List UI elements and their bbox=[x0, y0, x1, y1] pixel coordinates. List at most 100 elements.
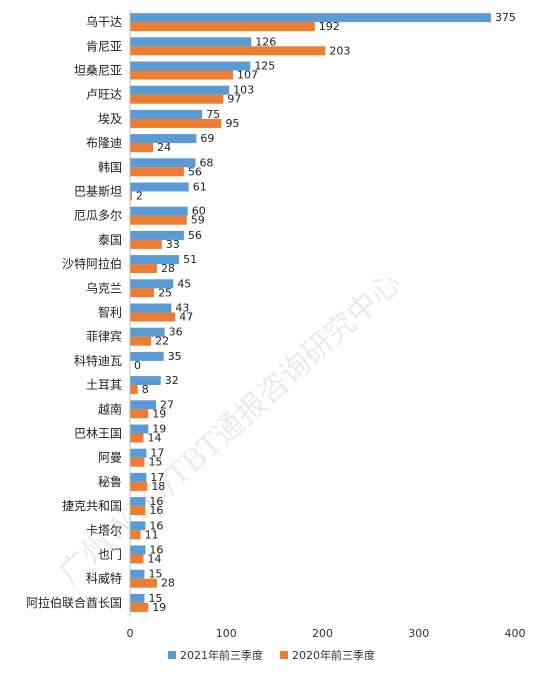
category-label: 也门 bbox=[98, 547, 122, 562]
value-label: 51 bbox=[183, 253, 197, 266]
category-label: 科威特 bbox=[86, 571, 122, 586]
bar-2021 bbox=[130, 448, 147, 458]
bar-2020 bbox=[130, 70, 233, 80]
x-axis: 0 100 200 300 400 bbox=[127, 10, 526, 640]
legend-label: 2021年前三季度 bbox=[180, 648, 263, 662]
value-label: 192 bbox=[319, 20, 340, 33]
category-label: 阿拉伯联合酋长国 bbox=[26, 595, 122, 610]
bar-2021 bbox=[130, 61, 251, 71]
bar-2021 bbox=[130, 109, 203, 119]
value-label: 27 bbox=[160, 398, 174, 411]
bar-2020 bbox=[130, 578, 157, 588]
category-label: 巴基斯坦 bbox=[74, 185, 122, 199]
bar-2021 bbox=[130, 279, 174, 289]
bar-2020 bbox=[130, 239, 162, 249]
value-label: 16 bbox=[149, 544, 163, 557]
value-label: 33 bbox=[166, 238, 180, 251]
bar-2020 bbox=[130, 94, 224, 104]
bar-2021 bbox=[130, 37, 252, 47]
bar-2021 bbox=[130, 593, 145, 603]
category-label: 乌克兰 bbox=[86, 280, 122, 295]
value-label: 47 bbox=[179, 311, 193, 324]
category-label: 菲律宾 bbox=[86, 329, 122, 344]
x-tick-label: 100 bbox=[216, 627, 237, 640]
bar-2020 bbox=[130, 385, 138, 395]
legend-swatch bbox=[168, 651, 176, 659]
value-label: 97 bbox=[227, 93, 241, 106]
bar-2021 bbox=[130, 206, 188, 216]
x-tick-label: 200 bbox=[312, 627, 333, 640]
bar-2021 bbox=[130, 376, 161, 386]
bar-2020 bbox=[130, 118, 222, 128]
bar-2020 bbox=[130, 167, 184, 177]
value-label: 43 bbox=[175, 302, 189, 315]
value-label: 125 bbox=[254, 60, 275, 73]
category-label: 越南 bbox=[98, 401, 122, 416]
value-label: 68 bbox=[199, 156, 213, 169]
value-label: 19 bbox=[152, 407, 166, 420]
x-tick-label: 0 bbox=[127, 627, 134, 640]
value-label: 17 bbox=[150, 447, 164, 460]
bar-2020 bbox=[130, 191, 132, 201]
bar-2020 bbox=[130, 530, 141, 540]
value-label: 22 bbox=[155, 335, 169, 348]
bar-2021 bbox=[130, 521, 146, 531]
value-label: 35 bbox=[168, 350, 182, 363]
value-label: 45 bbox=[177, 277, 191, 290]
value-label: 69 bbox=[200, 132, 214, 145]
value-label: 375 bbox=[495, 11, 516, 24]
value-label: 16 bbox=[149, 519, 163, 532]
bar-2020 bbox=[130, 602, 149, 612]
value-label: 24 bbox=[157, 141, 171, 154]
bar-2021 bbox=[130, 351, 164, 361]
category-label: 厄瓜多尔 bbox=[74, 208, 122, 223]
bar-2020 bbox=[130, 288, 155, 298]
bar-2020 bbox=[130, 336, 152, 346]
value-label: 17 bbox=[150, 471, 164, 484]
category-label: 埃及 bbox=[98, 112, 122, 126]
bar-2021 bbox=[130, 545, 146, 555]
value-label: 18 bbox=[151, 480, 165, 493]
bar-2020 bbox=[130, 46, 326, 56]
value-label: 15 bbox=[148, 592, 162, 605]
value-label: 2 bbox=[136, 190, 143, 203]
bar-2020 bbox=[130, 312, 176, 322]
value-label: 32 bbox=[165, 374, 179, 387]
bar-2021 bbox=[130, 230, 184, 240]
bar-2020 bbox=[130, 143, 154, 153]
value-label: 59 bbox=[191, 214, 205, 227]
legend-swatch bbox=[280, 651, 288, 659]
bar-2021 bbox=[130, 424, 149, 434]
category-label: 土耳其 bbox=[86, 378, 122, 392]
value-label: 8 bbox=[142, 383, 149, 396]
bar-2020 bbox=[130, 409, 149, 419]
value-label: 28 bbox=[161, 262, 175, 275]
value-label: 60 bbox=[192, 205, 206, 218]
value-label: 16 bbox=[149, 504, 163, 517]
category-label: 智利 bbox=[98, 305, 122, 320]
category-label: 秘鲁 bbox=[98, 475, 122, 489]
category-label: 乌干达 bbox=[86, 14, 122, 29]
category-label: 泰国 bbox=[98, 233, 122, 247]
value-label: 56 bbox=[188, 229, 202, 242]
value-label: 19 bbox=[152, 423, 166, 436]
value-label: 103 bbox=[233, 84, 254, 97]
bar-2021 bbox=[130, 497, 146, 507]
category-label: 布隆迪 bbox=[86, 135, 122, 150]
x-tick-label: 300 bbox=[408, 627, 429, 640]
value-label: 11 bbox=[145, 528, 159, 541]
bar-2021 bbox=[130, 134, 197, 144]
bar-2020 bbox=[130, 264, 157, 274]
value-label: 0 bbox=[134, 359, 141, 372]
category-label: 阿曼 bbox=[98, 451, 122, 465]
bar-2021 bbox=[130, 472, 147, 482]
value-label: 15 bbox=[148, 568, 162, 581]
category-label: 卢旺达 bbox=[86, 87, 122, 102]
value-label: 15 bbox=[148, 456, 162, 469]
bar-2021 bbox=[130, 158, 196, 168]
value-label: 19 bbox=[152, 601, 166, 614]
value-label: 56 bbox=[188, 165, 202, 178]
category-label: 沙特阿拉伯 bbox=[62, 256, 122, 271]
category-label: 巴林王国 bbox=[74, 427, 122, 441]
